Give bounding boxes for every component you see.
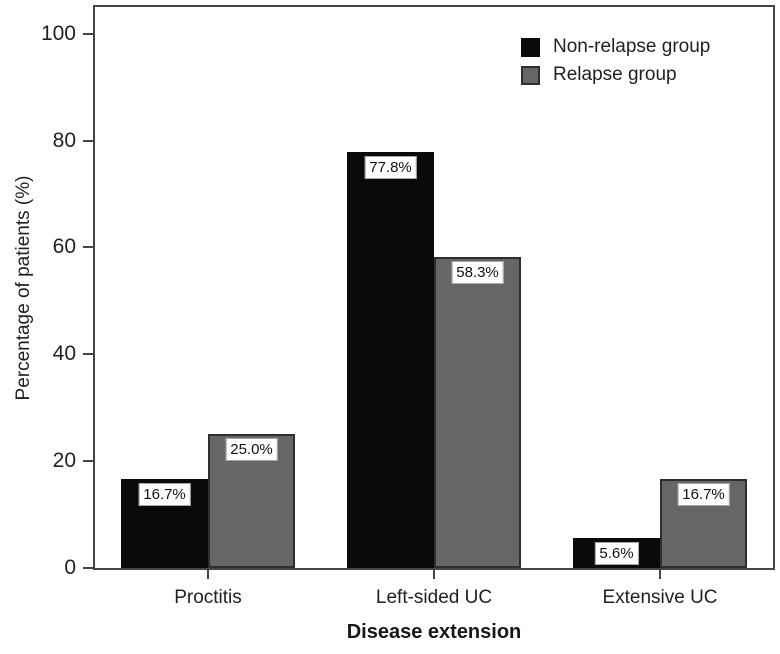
legend-swatch-relapse [521, 65, 540, 85]
legend-label: Relapse group [553, 64, 677, 85]
bar-value-label: 16.7% [677, 482, 730, 506]
x-category-label: Left-sided UC [375, 587, 493, 608]
x-tick-mark [433, 570, 435, 579]
bar-non-relapse-2 [347, 152, 434, 568]
legend-item-relapse: Relapse group [521, 64, 710, 86]
y-axis-title: Percentage of patients (%) [13, 175, 34, 401]
y-tick-mark [83, 139, 93, 142]
x-category-label: Extensive UC [602, 587, 718, 608]
x-category-label: Proctitis [174, 587, 242, 608]
bar-value-label: 16.7% [138, 482, 191, 506]
y-tick-label: 20 [52, 449, 76, 473]
y-tick-label: 60 [52, 235, 76, 259]
x-axis-title: Disease extension [346, 621, 522, 643]
legend: Non-relapse group Relapse group [521, 36, 710, 86]
legend-item-non-relapse: Non-relapse group [521, 36, 710, 58]
legend-swatch-non-relapse [521, 37, 540, 57]
y-tick-label: 40 [52, 342, 76, 366]
bar-value-label: 77.8% [364, 156, 417, 180]
x-tick-mark [207, 570, 209, 579]
plot-area: 16.7% 25.0% 77.8% 58.3% 5.6% 16.7% [93, 5, 775, 570]
y-tick-mark [83, 246, 93, 249]
bar-value-label: 25.0% [225, 438, 278, 462]
y-tick-mark [83, 460, 93, 463]
bar-value-label: 58.3% [451, 260, 504, 284]
y-tick-label: 80 [52, 128, 76, 152]
y-tick-label: 0 [64, 556, 76, 579]
bar-value-label: 5.6% [594, 542, 639, 566]
y-tick-mark [83, 353, 93, 356]
x-tick-mark [659, 570, 661, 579]
y-tick-mark [83, 32, 93, 35]
bar-relapse-2 [434, 256, 521, 568]
legend-label: Non-relapse group [553, 36, 711, 57]
y-tick-label: 100 [40, 21, 76, 45]
y-tick-mark [83, 567, 93, 569]
